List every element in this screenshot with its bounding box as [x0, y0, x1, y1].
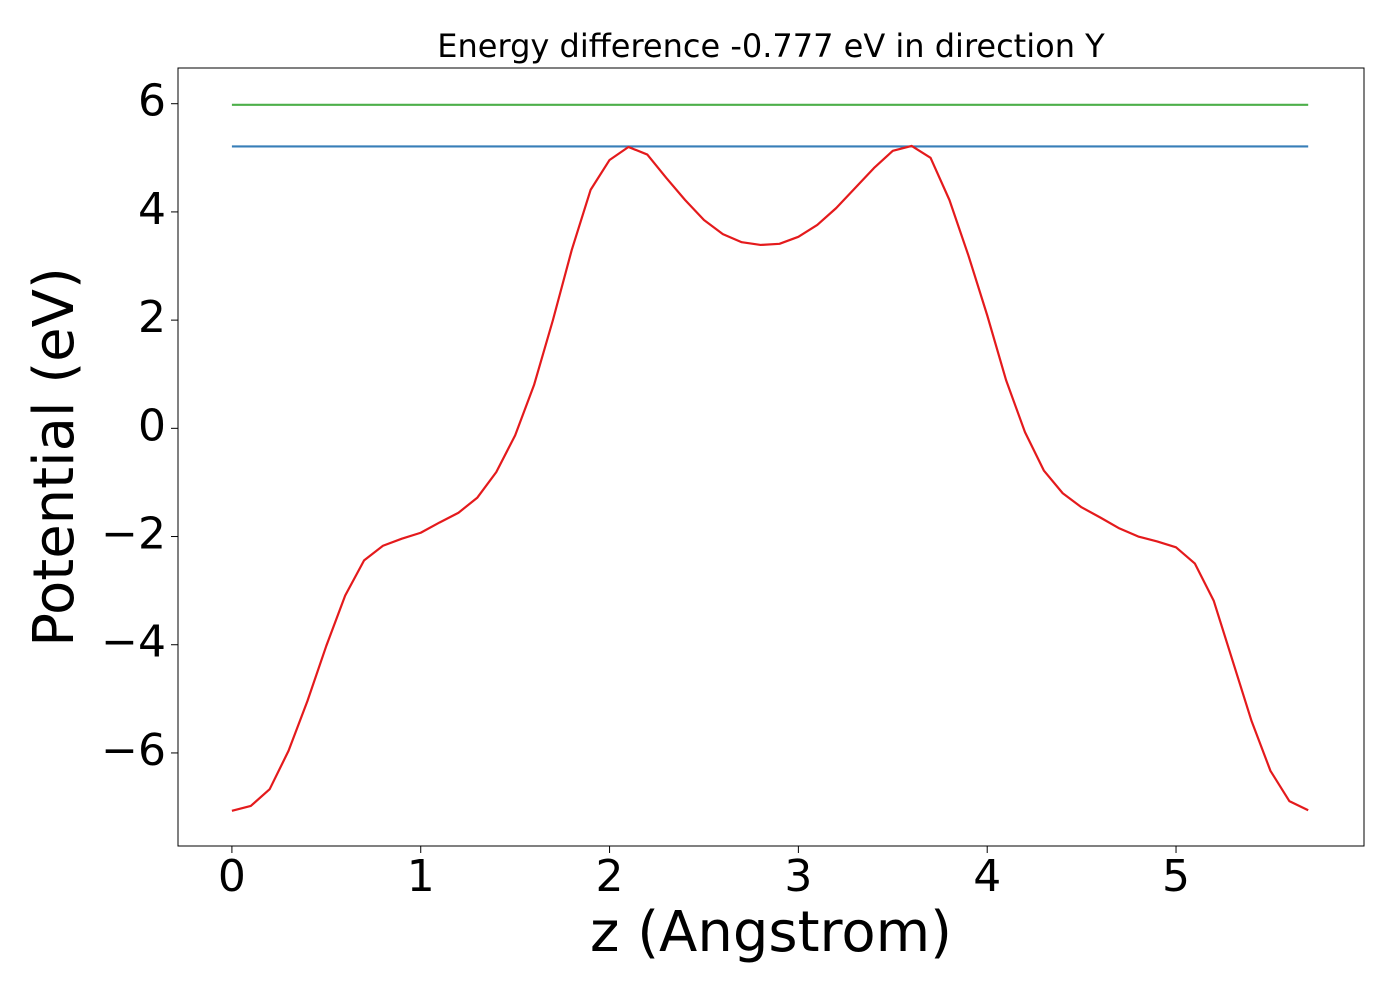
x-tick-label: 4 [973, 851, 1001, 902]
y-tick-label: 6 [138, 76, 166, 127]
y-tick-label: −4 [101, 617, 166, 668]
plot-frame [177, 67, 1365, 847]
y-tick-label: 4 [138, 184, 166, 235]
y-tick-label: 0 [138, 400, 166, 451]
y-tick-label: −6 [101, 725, 166, 776]
x-tick-label: 5 [1162, 851, 1190, 902]
chart-title: Energy difference -0.777 eV in direction… [437, 27, 1105, 65]
x-tick-label: 3 [784, 851, 812, 902]
x-tick-label: 0 [218, 851, 246, 902]
y-axis-label: Potential (eV) [22, 267, 87, 647]
x-tick-label: 1 [407, 851, 435, 902]
x-axis-label: z (Angstrom) [590, 900, 952, 965]
y-tick-label: −2 [101, 509, 166, 560]
x-tick-label: 2 [596, 851, 624, 902]
data-line [231, 144, 1309, 812]
y-tick-label: 2 [138, 292, 166, 343]
